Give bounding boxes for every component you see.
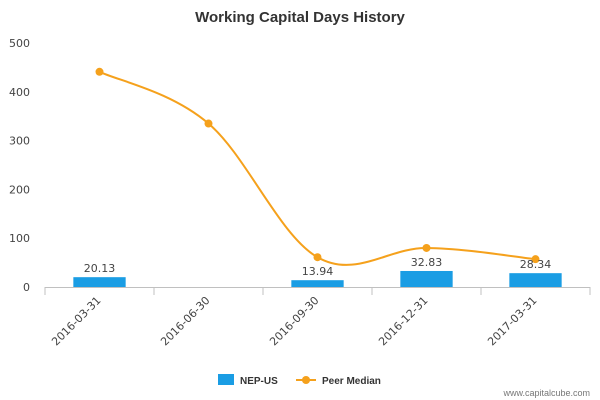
legend-label-nep: NEP-US — [240, 376, 278, 387]
line-series — [95, 67, 540, 266]
bar[interactable] — [73, 277, 126, 287]
legend-item-peer[interactable]: Peer Median — [296, 376, 381, 387]
bar[interactable] — [400, 270, 453, 287]
x-axis: 2016-03-31 2016-06-30 2016-09-30 2016-12-31… — [44, 287, 591, 348]
bar-series — [73, 270, 562, 287]
y-tick-label: 300 — [9, 135, 30, 148]
credit-text: www.capitalcube.com — [502, 388, 590, 398]
peer-median-point[interactable] — [95, 67, 104, 76]
x-tick-label: 2016-03-31 — [49, 294, 103, 348]
bar-data-label: 32.83 — [411, 256, 443, 269]
peer-median-point[interactable] — [204, 119, 213, 128]
y-tick-label: 100 — [9, 232, 30, 245]
y-tick-label: 200 — [9, 183, 30, 196]
legend-marker-peer — [302, 376, 310, 384]
bar[interactable] — [291, 280, 344, 287]
y-tick-label: 500 — [9, 37, 30, 50]
bar[interactable] — [509, 273, 562, 287]
legend-label-peer: Peer Median — [322, 376, 381, 387]
x-tick-label: 2016-12-31 — [376, 294, 430, 348]
bar-data-label: 13.94 — [302, 265, 334, 278]
x-tick-label: 2016-09-30 — [267, 294, 321, 348]
y-tick-label: 0 — [23, 281, 30, 294]
y-tick-label: 400 — [9, 86, 30, 99]
peer-median-point[interactable] — [422, 243, 431, 252]
chart-title: Working Capital Days History — [195, 9, 405, 26]
bar-data-label: 20.13 — [84, 262, 116, 275]
legend-item-nep[interactable]: NEP-US — [218, 374, 278, 387]
y-axis: 0 100 200 300 400 500 — [9, 37, 30, 294]
legend-swatch-nep — [218, 374, 234, 385]
bar-data-label: 28.34 — [520, 258, 552, 271]
x-tick-label: 2017-03-31 — [485, 294, 539, 348]
data-labels: 20.13 13.94 32.83 28.34 — [84, 256, 552, 278]
peer-median-point[interactable] — [313, 253, 322, 262]
legend: NEP-US Peer Median — [218, 374, 381, 387]
peer-median-line — [99, 70, 536, 266]
x-tick-label: 2016-06-30 — [158, 294, 212, 348]
peer-median-point[interactable] — [531, 255, 540, 264]
